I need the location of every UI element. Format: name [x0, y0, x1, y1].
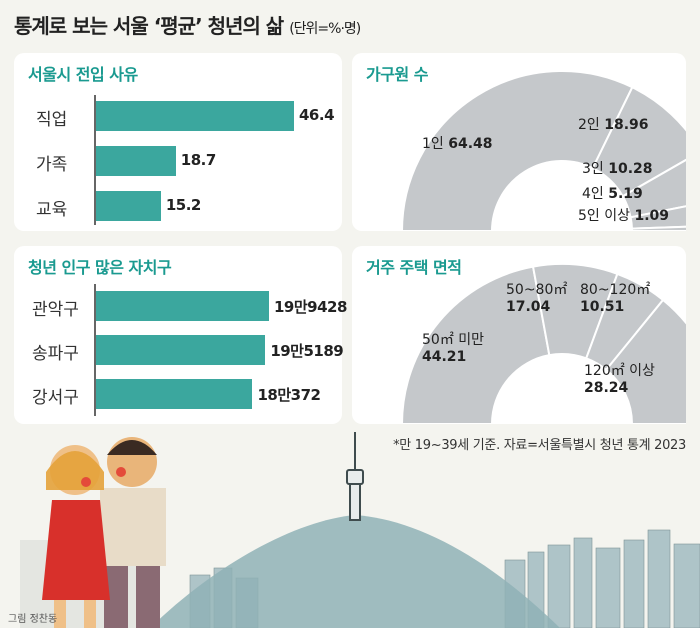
donut-label-2: 50~80㎡ 17.04 — [506, 282, 567, 316]
bar — [96, 335, 266, 365]
panel-title: 거주 주택 면적 — [366, 258, 462, 277]
namsan-mountain — [150, 515, 560, 628]
category-label: 5인 이상 — [578, 208, 630, 224]
donut-segment — [400, 265, 551, 424]
value-label: 10.28 — [608, 161, 653, 177]
donut-chart-housing — [400, 263, 686, 424]
title-text: 통계로 보는 서울 ‘평균’ 청년의 삶 — [14, 14, 284, 38]
seoul-tower — [346, 432, 364, 521]
bar — [96, 191, 161, 221]
bar-value-label: 18.7 — [180, 151, 217, 169]
donut-label-4: 120㎡ 이상 28.24 — [584, 363, 655, 397]
value-label: 44.21 — [422, 349, 467, 365]
donut-segment — [604, 298, 686, 424]
donut-label-4: 4인 5.19 — [582, 186, 643, 203]
donut-segment — [400, 70, 634, 231]
bar — [96, 101, 294, 131]
bar — [96, 379, 253, 409]
panel-move-in-reasons: 서울시 전입 사유 직업 46.4 가족 18.7 교육 15.2 — [14, 53, 342, 231]
couple-illustration — [20, 437, 166, 628]
unit-text: (단위=%·명) — [289, 21, 361, 37]
panel-title: 서울시 전입 사유 — [28, 65, 138, 84]
illustration-credit: 그림 정찬동 — [8, 614, 58, 625]
panel-title: 청년 인구 많은 자치구 — [28, 258, 172, 277]
value-label: 28.24 — [584, 380, 629, 396]
bar-value-label: 46.4 — [299, 106, 335, 124]
bar-category-label: 송파구 — [32, 344, 79, 364]
value-label: 1.09 — [634, 208, 669, 224]
bar — [96, 146, 176, 176]
value-label: 64.48 — [448, 136, 493, 152]
panel-household-size: 가구원 수 1인 64.48 2인 18.96 3인 10.28 4인 5.19… — [352, 53, 686, 231]
panel-title: 가구원 수 — [366, 65, 428, 84]
bar-category-label: 가족 — [36, 155, 68, 175]
category-label: 1인 — [422, 136, 444, 152]
bar-value-label: 15.2 — [165, 196, 202, 214]
donut-segment — [630, 225, 686, 231]
value-label: 17.04 — [506, 299, 551, 315]
category-label: 50㎡ 미만 — [422, 332, 485, 348]
donut-label-3: 3인 10.28 — [582, 161, 653, 178]
category-label: 50~80㎡ — [506, 282, 568, 298]
bar-value-label: 19만9428 — [274, 298, 347, 316]
donut-segment — [591, 85, 686, 198]
bar-axis — [94, 284, 96, 416]
donut-label-2: 2인 18.96 — [578, 117, 649, 134]
bar-axis — [94, 95, 96, 225]
donut-label-1: 1인 64.48 — [422, 136, 493, 153]
category-label: 2인 — [578, 117, 600, 133]
panel-districts: 청년 인구 많은 자치구 관악구 19만9428 송파구 19만5189 강서구 18만3… — [14, 246, 347, 424]
category-label: 4인 — [582, 186, 604, 202]
donut-label-5: 5인 이상 1.09 — [578, 208, 669, 225]
category-label: 120㎡ 이상 — [584, 363, 655, 379]
donut-label-1: 50㎡ 미만 44.21 — [422, 332, 484, 366]
source-note: *만 19~39세 기준. 자료=서울특별시 청년 통계 2023 — [393, 438, 686, 453]
page-title: 통계로 보는 서울 ‘평균’ 청년의 삶 (단위=%·명) — [14, 10, 361, 39]
bar-category-label: 관악구 — [32, 300, 79, 320]
bar-category-label: 강서구 — [32, 388, 79, 408]
donut-label-3: 80~120㎡ 10.51 — [580, 282, 650, 316]
value-label: 18.96 — [604, 117, 649, 133]
bar — [96, 291, 269, 321]
value-label: 5.19 — [608, 186, 643, 202]
skyline-buildings — [189, 529, 700, 628]
category-label: 3인 — [582, 161, 604, 177]
category-label: 80~120㎡ — [580, 282, 651, 298]
bar-value-label: 19만5189 — [270, 342, 344, 360]
bar-category-label: 직업 — [36, 110, 68, 130]
panel-housing-area: 거주 주택 면적 50㎡ 미만 44.21 50~80㎡ 17.04 80~12… — [352, 246, 686, 424]
bar-category-label: 교육 — [36, 200, 68, 220]
bar-value-label: 18만372 — [257, 386, 321, 404]
value-label: 10.51 — [580, 299, 625, 315]
donut-chart-household — [400, 70, 686, 231]
